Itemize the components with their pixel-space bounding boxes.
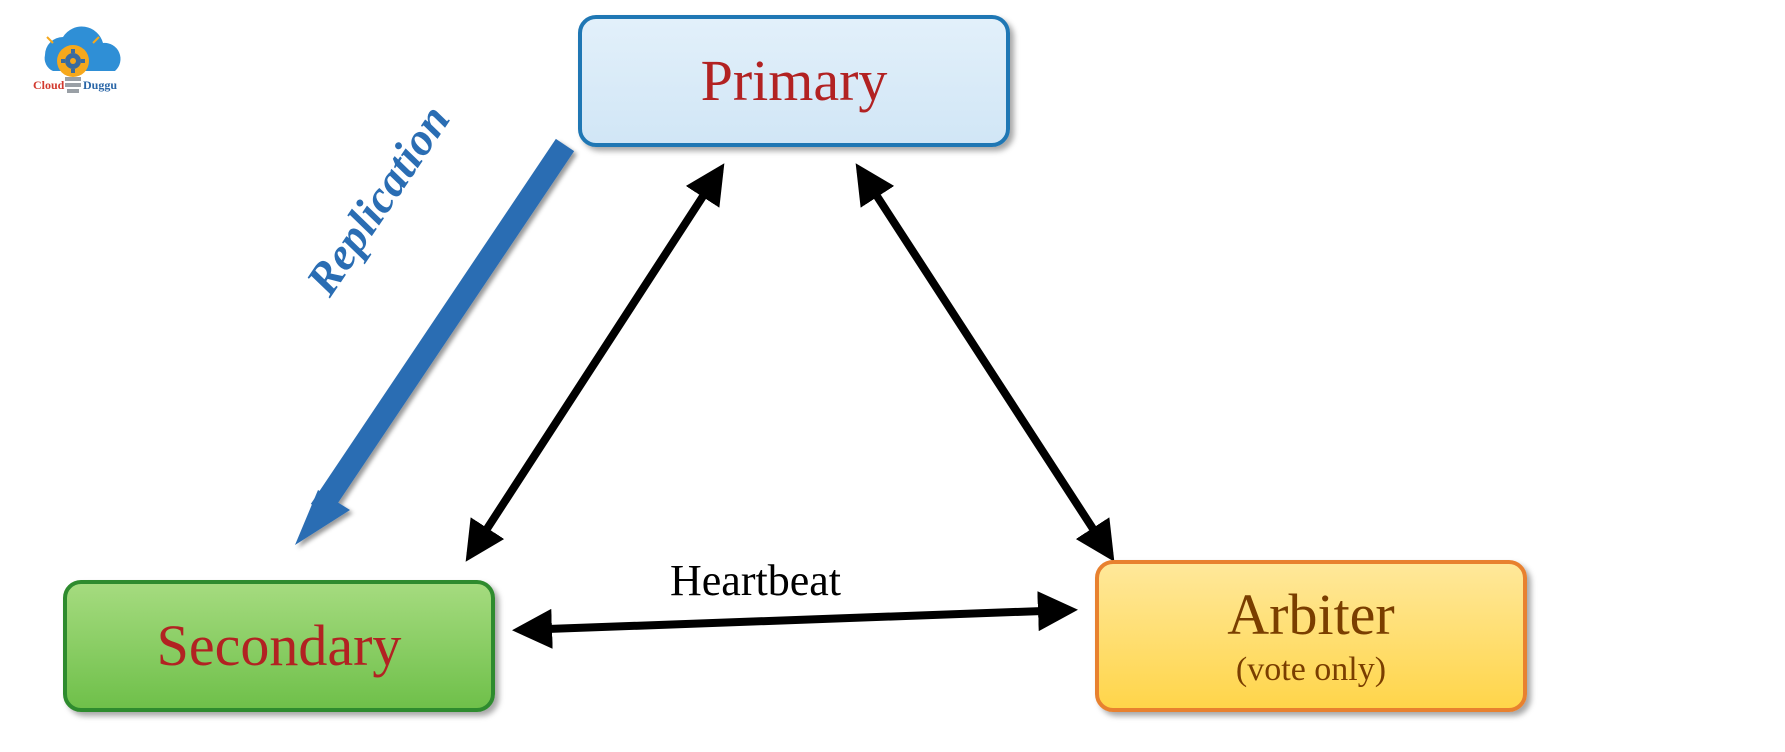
brand-logo: Cloud Duggu: [15, 15, 135, 110]
label-replication: Replication: [295, 95, 460, 305]
node-arbiter-label: Arbiter: [1227, 583, 1395, 647]
edge-replication: [295, 145, 565, 545]
node-primary: Primary: [578, 15, 1010, 147]
edge-secondary-arbiter: [520, 610, 1070, 630]
node-secondary-label: Secondary: [157, 614, 402, 678]
logo-text-right: Duggu: [83, 78, 117, 92]
edge-primary-arbiter: [860, 170, 1110, 555]
node-secondary: Secondary: [63, 580, 495, 712]
node-arbiter-subtitle: (vote only): [1236, 651, 1386, 688]
label-heartbeat: Heartbeat: [670, 555, 841, 606]
logo-text-left: Cloud: [33, 78, 65, 92]
node-arbiter: Arbiter (vote only): [1095, 560, 1527, 712]
edge-primary-secondary: [470, 170, 720, 555]
node-primary-label: Primary: [701, 49, 888, 113]
